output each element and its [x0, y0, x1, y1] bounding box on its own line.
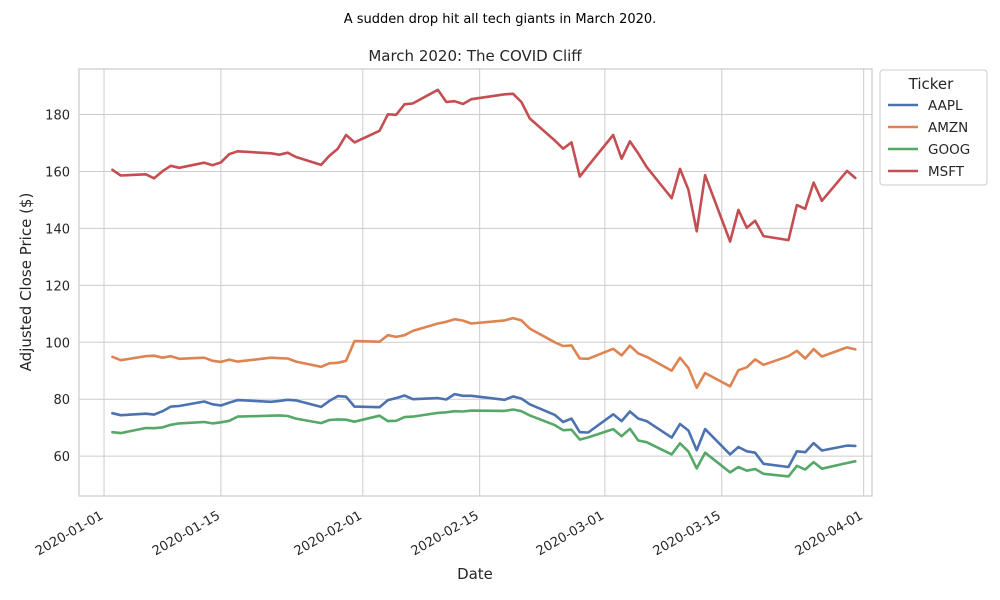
y-tick-label: 160: [45, 165, 70, 180]
legend-label-amzn: AMZN: [928, 120, 968, 136]
legend-label-goog: GOOG: [928, 142, 970, 158]
x-axis-ticks: 2020-01-01 2020-01-15 2020-02-01 2020-02-15…: [33, 508, 866, 559]
y-tick-label: 140: [45, 222, 70, 237]
y-tick-label: 80: [53, 393, 70, 408]
legend: Ticker AAPL AMZN GOOG MSFT: [879, 69, 988, 186]
series-line-msft: [111, 88, 857, 243]
x-tick-label: 2020-01-01: [33, 508, 106, 559]
x-tick-label: 2020-01-15: [150, 508, 223, 559]
series-line-aapl: [111, 392, 857, 469]
legend-entries: AAPL AMZN GOOG MSFT: [888, 98, 970, 180]
plot-lines: [111, 88, 857, 478]
y-tick-label: 100: [45, 336, 70, 351]
x-axis-label: Date: [457, 565, 493, 583]
x-tick-label: 2020-02-15: [409, 508, 482, 559]
x-tick-label: 2020-04-01: [793, 508, 866, 559]
series-line-amzn: [111, 316, 857, 390]
grid: [79, 69, 872, 496]
plot-frame: [78, 68, 873, 497]
y-tick-label: 180: [45, 109, 70, 124]
legend-box: [879, 69, 988, 186]
y-tick-label: 60: [53, 450, 70, 465]
x-tick-label: 2020-03-15: [651, 508, 724, 559]
legend-title: Ticker: [908, 75, 954, 93]
chart-title: March 2020: The COVID Cliff: [368, 47, 582, 65]
x-tick-label: 2020-02-01: [292, 508, 365, 559]
y-tick-label: 120: [45, 279, 70, 294]
y-axis-ticks: 60 80 100 120 140 160 180: [45, 109, 70, 466]
y-axis-label: Adjusted Close Price ($): [17, 193, 35, 372]
chart-suptitle: A sudden drop hit all tech giants in Mar…: [344, 12, 657, 27]
legend-label-aapl: AAPL: [928, 98, 963, 114]
legend-label-msft: MSFT: [928, 164, 965, 180]
series-line-goog: [111, 408, 857, 478]
x-tick-label: 2020-03-01: [534, 508, 607, 559]
